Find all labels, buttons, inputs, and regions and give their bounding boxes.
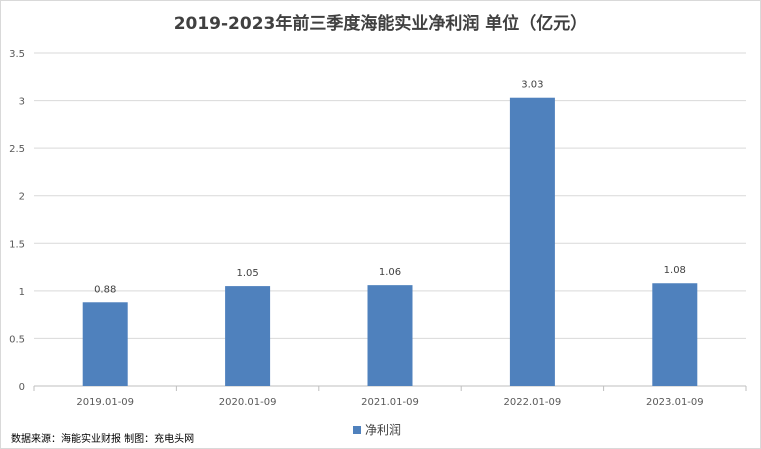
- bars: [82, 97, 698, 387]
- y-tick-label: 1.5: [9, 239, 25, 250]
- x-tick-label: 2020.01-09: [219, 397, 277, 408]
- data-label: 3.03: [521, 80, 543, 91]
- x-tick-label: 2019.01-09: [76, 397, 134, 408]
- x-tick-label: 2023.01-09: [646, 397, 704, 408]
- legend-label: 净利润: [365, 423, 402, 437]
- bar: [82, 302, 128, 386]
- source-note: 数据来源：海能实业财报 制图：充电头网: [11, 434, 195, 445]
- bar: [225, 286, 271, 386]
- bar-chart: 0 0.5 1 1.5 2 2.5 3 3.5 2019.01-09 2020.01-09 2021…: [9, 49, 747, 408]
- data-labels: 0.88 1.05 1.06 3.03 1.08: [94, 80, 686, 296]
- x-tick-label: 2021.01-09: [361, 397, 419, 408]
- legend: 净利润: [353, 421, 401, 438]
- bar: [509, 97, 555, 387]
- data-label: 1.05: [236, 268, 258, 279]
- bar: [367, 285, 413, 386]
- y-tick-label: 1: [19, 287, 25, 298]
- y-tick-label: 2: [19, 192, 25, 203]
- y-tick-label: 0: [19, 382, 25, 393]
- y-tick-label: 3.5: [9, 49, 25, 60]
- y-tick-label: 0.5: [9, 334, 25, 345]
- x-tick-label: 2022.01-09: [504, 397, 562, 408]
- y-tick-label: 2.5: [9, 144, 25, 155]
- data-label: 1.08: [664, 265, 686, 276]
- data-label: 0.88: [94, 284, 116, 295]
- data-label: 1.06: [379, 267, 401, 278]
- bar: [652, 283, 698, 386]
- chart-title: 2019-2023年前三季度海能实业净利润 单位（亿元）: [173, 14, 588, 34]
- legend-swatch: [353, 425, 361, 434]
- axes: 0 0.5 1 1.5 2 2.5 3 3.5 2019.01-09 2020.01-09 2021…: [9, 49, 747, 408]
- y-tick-label: 3: [19, 97, 25, 108]
